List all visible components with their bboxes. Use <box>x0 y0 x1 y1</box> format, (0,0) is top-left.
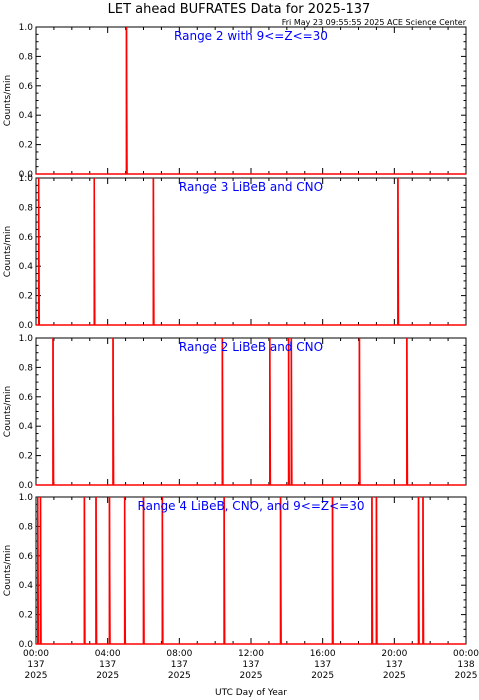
y-tick-label: 0.6 <box>19 233 34 243</box>
panels: 0.0 0.2 0.4 0.6 0.8 1.0 Counts/min Range 2 with… <box>3 23 467 650</box>
y-tick-label: 1.0 <box>19 493 34 503</box>
x-tick-label-doy: 137 <box>314 660 331 670</box>
y-tick-label: 0.8 <box>19 203 34 213</box>
y-tick-label: 0.6 <box>19 552 34 562</box>
x-tick-label-doy: 137 <box>27 660 44 670</box>
panel-2: 0.0 0.2 0.4 0.6 0.8 1.0 Counts/min Range 3 LiBe… <box>3 174 467 331</box>
x-tick-label-time: 20:00 <box>381 649 407 659</box>
panel-label: Range 4 LiBeB, CNO, and 9<=Z<=30 <box>138 499 365 513</box>
y-tick-label: 0.8 <box>19 363 34 373</box>
x-tick-label-doy: 137 <box>386 660 403 670</box>
x-tick-label-doy: 138 <box>457 660 474 670</box>
x-tick-label-time: 00:00 <box>453 649 479 659</box>
y-tick-label: 0.4 <box>19 422 34 432</box>
y-tick-label: 0.2 <box>19 611 33 621</box>
x-tick-label-doy: 137 <box>171 660 188 670</box>
x-tick-label-year: 2025 <box>25 671 48 681</box>
x-tick-label-year: 2025 <box>383 671 406 681</box>
x-tick-label-year: 2025 <box>96 671 119 681</box>
y-axis-title: Counts/min <box>3 386 13 437</box>
y-tick-label: 0.0 <box>19 321 34 331</box>
y-axis-title: Counts/min <box>3 75 13 126</box>
x-tick-label-year: 2025 <box>168 671 191 681</box>
panel-4: 0.0 0.2 0.4 0.6 0.8 1.0 Counts/min Range 4 LiBe… <box>3 493 467 650</box>
y-tick-label: 0.6 <box>19 393 34 403</box>
x-tick-label-year: 2025 <box>455 671 478 681</box>
panel-label: Range 2 with 9<=Z<=30 <box>174 29 328 43</box>
panel-1: 0.0 0.2 0.4 0.6 0.8 1.0 Counts/min Range 2 with… <box>3 23 467 180</box>
x-tick-label-year: 2025 <box>311 671 334 681</box>
x-tick-label-time: 08:00 <box>166 649 192 659</box>
y-tick-label: 1.0 <box>19 23 34 33</box>
y-axis-title: Counts/min <box>3 226 13 277</box>
x-axis: 00:00137202504:00137202508:00137202512:0… <box>23 649 479 681</box>
x-tick-label-year: 2025 <box>240 671 263 681</box>
x-tick-label-doy: 137 <box>242 660 259 670</box>
x-tick-label-time: 00:00 <box>23 649 49 659</box>
x-axis-title: UTC Day of Year <box>215 688 287 698</box>
y-tick-label: 1.0 <box>19 174 34 184</box>
x-tick-label-doy: 137 <box>99 660 116 670</box>
y-tick-label: 0.4 <box>19 111 34 121</box>
y-tick-label: 0.4 <box>19 262 34 272</box>
figure-title: LET ahead BUFRATES Data for 2025-137 <box>108 2 371 17</box>
panel-label: Range 2 LiBeB and CNO <box>179 340 323 354</box>
y-tick-label: 0.6 <box>19 82 34 92</box>
panel-label: Range 3 LiBeB and CNO <box>179 180 323 194</box>
y-tick-label: 1.0 <box>19 334 34 344</box>
y-axis-title: Counts/min <box>3 545 13 596</box>
x-tick-label-time: 04:00 <box>95 649 121 659</box>
panel-3: 0.0 0.2 0.4 0.6 0.8 1.0 Counts/min Range 2 LiBe… <box>3 334 467 491</box>
y-tick-label: 0.2 <box>19 141 33 151</box>
x-tick-label-time: 16:00 <box>310 649 336 659</box>
y-tick-label: 0.0 <box>19 640 34 650</box>
y-tick-label: 0.0 <box>19 170 34 180</box>
timestamp: Fri May 23 09:55:55 2025 ACE Science Cen… <box>282 18 467 27</box>
y-tick-label: 0.4 <box>19 581 34 591</box>
y-tick-label: 0.0 <box>19 481 34 491</box>
y-tick-label: 0.2 <box>19 452 33 462</box>
y-tick-label: 0.2 <box>19 292 33 302</box>
y-tick-label: 0.8 <box>19 522 34 532</box>
x-tick-label-time: 12:00 <box>238 649 264 659</box>
y-tick-label: 0.8 <box>19 52 34 62</box>
